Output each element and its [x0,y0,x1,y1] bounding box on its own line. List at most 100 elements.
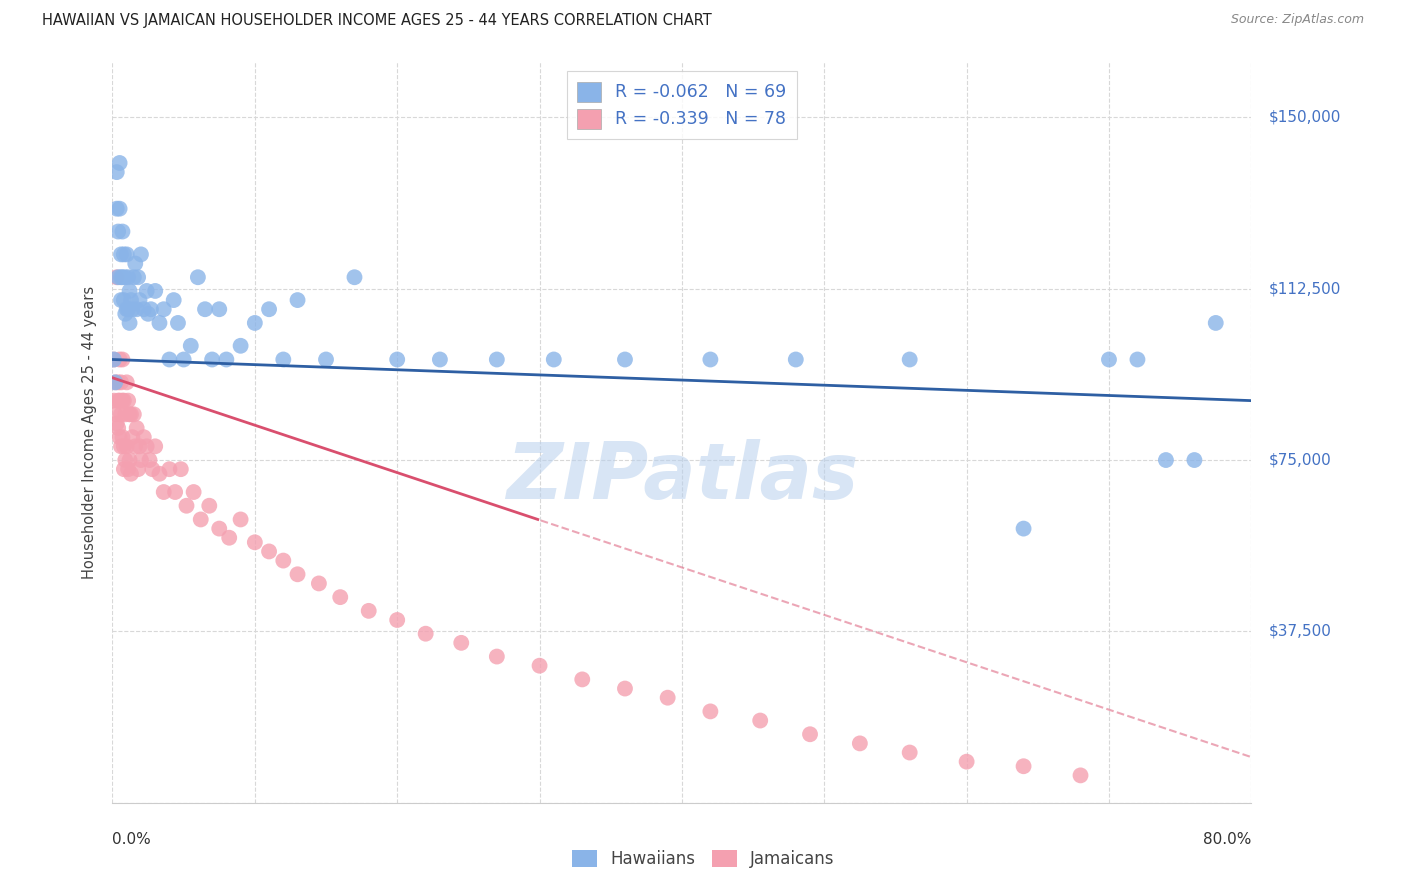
Point [112,393,135,408]
Point [136,307,159,321]
Point [105,417,128,431]
Point [108,202,131,216]
Point [105,165,128,179]
Point [271,352,295,367]
Point [329,590,352,604]
Point [415,626,437,640]
Point [1069,768,1091,782]
Text: $75,000: $75,000 [1268,452,1331,467]
Text: Source: ZipAtlas.com: Source: ZipAtlas.com [1230,13,1364,27]
Point [1154,453,1177,467]
Point [110,293,132,307]
Point [110,270,132,285]
Point [450,636,472,650]
Point [112,462,135,476]
Point [1126,352,1149,367]
Point [229,339,252,353]
Point [132,302,155,317]
Point [125,302,148,317]
Point [110,376,132,390]
Point [135,284,157,298]
Point [571,673,593,687]
Point [385,352,409,367]
Point [103,352,125,367]
Point [1184,453,1206,467]
Point [124,439,146,453]
Point [849,736,872,750]
Point [613,681,636,696]
Point [127,270,149,285]
Point [135,439,157,453]
Point [749,714,772,728]
Point [173,352,195,367]
Point [120,293,142,307]
Point [1012,759,1035,773]
Point [117,393,139,408]
Point [208,302,231,317]
Point [114,270,136,285]
Point [799,727,821,741]
Point [120,467,142,481]
Point [208,522,231,536]
Point [165,485,187,500]
Point [699,705,721,719]
Point [898,352,921,367]
Point [613,352,636,367]
Point [122,270,145,285]
Point [104,376,127,390]
Point [112,247,135,261]
Point [183,485,205,500]
Point [114,453,136,467]
Point [111,393,134,408]
Point [148,467,170,481]
Point [112,293,135,307]
Point [357,604,380,618]
Point [115,376,138,390]
Point [201,352,224,367]
Point [785,352,807,367]
Point [287,293,309,307]
Point [108,393,131,408]
Point [111,352,134,367]
Point [163,293,186,307]
Point [124,256,146,270]
Point [110,247,132,261]
Point [143,439,166,453]
Legend: R = -0.062   N = 69, R = -0.339   N = 78: R = -0.062 N = 69, R = -0.339 N = 78 [567,71,797,139]
Point [315,352,337,367]
Point [108,156,131,170]
Point [176,499,198,513]
Point [159,352,180,367]
Text: $112,500: $112,500 [1268,281,1341,296]
Point [117,302,139,317]
Point [243,535,266,549]
Point [110,408,132,422]
Point [308,576,330,591]
Point [112,439,135,453]
Point [159,462,180,476]
Point [118,316,141,330]
Point [529,658,551,673]
Text: $37,500: $37,500 [1268,624,1331,639]
Text: $150,000: $150,000 [1268,110,1341,125]
Point [117,270,139,285]
Point [129,247,152,261]
Point [114,408,136,422]
Point [257,544,280,558]
Point [128,293,150,307]
Point [111,225,134,239]
Point [128,439,150,453]
Point [141,462,163,476]
Point [110,439,132,453]
Point [190,512,212,526]
Point [243,316,266,330]
Point [152,485,174,500]
Point [111,430,134,444]
Point [115,439,138,453]
Point [485,352,508,367]
Text: HAWAIIAN VS JAMAICAN HOUSEHOLDER INCOME AGES 25 - 44 YEARS CORRELATION CHART: HAWAIIAN VS JAMAICAN HOUSEHOLDER INCOME … [42,13,711,29]
Point [118,284,141,298]
Point [114,307,136,321]
Point [118,408,141,422]
Legend: Hawaiians, Jamaicans: Hawaiians, Jamaicans [565,843,841,875]
